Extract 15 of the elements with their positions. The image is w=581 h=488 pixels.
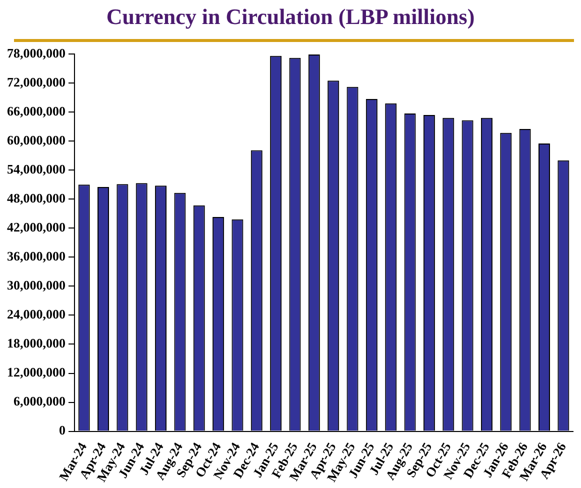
y-tick-label: 54,000,000	[7, 161, 66, 176]
y-tick-label: 60,000,000	[7, 132, 66, 148]
y-tick-label: 12,000,000	[7, 364, 66, 380]
y-tick-label: 42,000,000	[7, 220, 66, 234]
chart-title: Currency in Circulation (LBP millions)	[105, 4, 476, 30]
y-tick-label: 30,000,000	[7, 278, 66, 293]
y-tick-label: 0	[59, 422, 66, 438]
y-tick-label: 24,000,000	[7, 306, 66, 322]
y-tick-label: 66,000,000	[7, 103, 66, 118]
y-tick-label: 72,000,000	[7, 74, 66, 90]
y-tick-label: 78,000,000	[7, 45, 66, 60]
y-tick-label: 48,000,000	[7, 190, 66, 206]
y-tick-label: 36,000,000	[7, 248, 66, 264]
y-tick-label: 6,000,000	[14, 394, 66, 409]
y-tick-label: 18,000,000	[7, 336, 66, 351]
